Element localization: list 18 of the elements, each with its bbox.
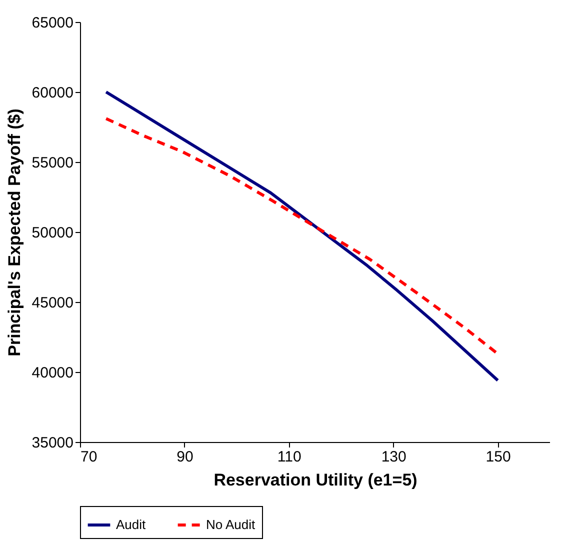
x-tick-label: 150 xyxy=(486,448,511,466)
legend-label: No Audit xyxy=(206,517,256,532)
y-tick-label: 60000 xyxy=(32,84,74,102)
x-tick-label: 70 xyxy=(80,448,98,466)
x-tick-label: 110 xyxy=(277,448,302,466)
y-axis-title: Principal's Expected Payoff ($) xyxy=(4,108,24,356)
y-tick-label: 35000 xyxy=(32,434,74,452)
y-tick-label: 40000 xyxy=(32,364,74,382)
x-axis-title: Reservation Utility (e1=5) xyxy=(214,470,418,490)
y-tick-label: 55000 xyxy=(32,154,74,172)
x-tick-label: 90 xyxy=(176,448,194,466)
y-tick-label: 65000 xyxy=(32,14,74,32)
x-tick-label: 130 xyxy=(381,448,406,466)
y-tick-label: 50000 xyxy=(32,224,74,242)
y-tick-label: 45000 xyxy=(32,294,74,312)
line-series xyxy=(104,90,500,382)
line-series xyxy=(104,117,500,356)
legend-label: Audit xyxy=(116,517,146,532)
